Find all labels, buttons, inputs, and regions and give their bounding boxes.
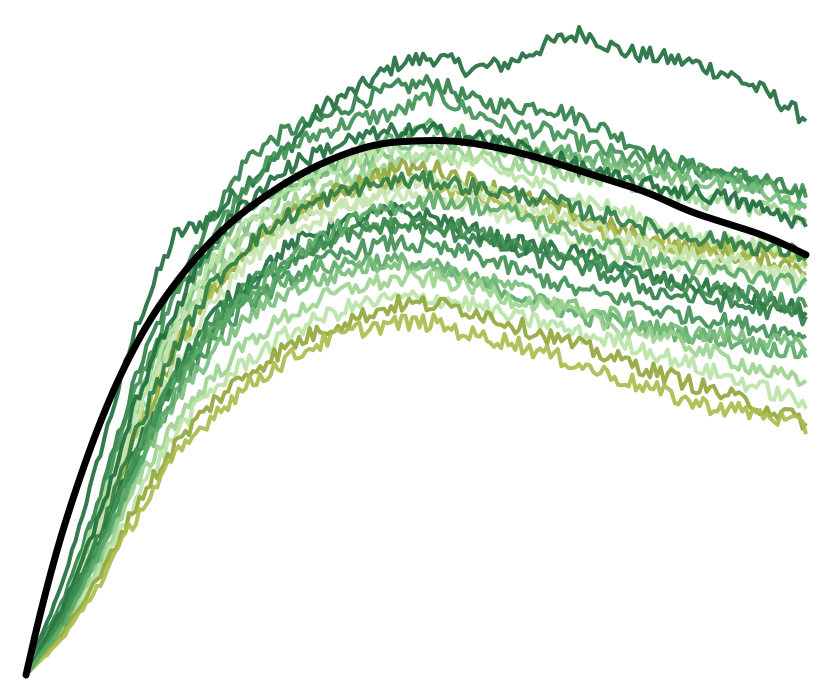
series-line-1: [24, 25, 808, 676]
series-line-20: [24, 172, 807, 677]
series-line-15: [24, 252, 808, 677]
series-line-17: [24, 289, 808, 677]
series-line-23: [24, 216, 808, 677]
mean-curve-line: [22, 136, 810, 679]
series-line-19: [24, 312, 808, 677]
series-line-18: [24, 294, 808, 677]
series-line-21: [24, 121, 808, 676]
series-line-22: [24, 170, 808, 677]
mean-layer: [22, 136, 810, 679]
series-layer: [24, 25, 808, 677]
series-line-16: [24, 269, 808, 677]
series-line-24: [24, 189, 808, 677]
